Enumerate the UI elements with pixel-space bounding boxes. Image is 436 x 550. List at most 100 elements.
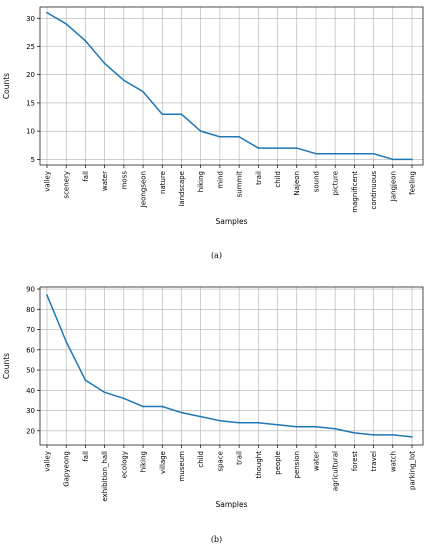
- chart-a: valley scenery fall water moss Jeongseon natur…: [2, 6, 424, 260]
- y-tick-label: 25: [26, 43, 35, 51]
- data-point: [65, 23, 68, 25]
- x-tick-label: travel: [370, 451, 378, 471]
- plot-frame: [39, 286, 424, 446]
- x-tick-label: water: [101, 171, 109, 191]
- x-tick-label: water: [312, 451, 320, 471]
- x-tick-label: Jeongseon: [140, 171, 148, 208]
- y-tick-label: 70: [26, 326, 35, 334]
- x-tick-label: forest: [351, 451, 359, 471]
- y-axis-title: Counts: [2, 353, 11, 379]
- data-point: [411, 436, 413, 438]
- data-point: [257, 147, 260, 149]
- data-point: [123, 397, 125, 400]
- x-tick-label: magnificent: [351, 171, 359, 213]
- x-tick-label: hiking: [197, 171, 205, 192]
- x-tick-label: space: [216, 451, 224, 472]
- x-tick-label: child: [197, 451, 205, 468]
- plot-frame: [39, 6, 424, 166]
- x-tick-label: mind: [216, 171, 224, 189]
- y-tick-label: 20: [26, 427, 35, 435]
- x-tick-label: nature: [159, 171, 167, 194]
- data-point: [315, 152, 317, 155]
- data-point: [180, 113, 183, 116]
- y-tick-label: 15: [26, 99, 35, 107]
- x-tick-label: Jangjeon: [389, 171, 397, 202]
- data-point: [334, 427, 336, 430]
- data-point: [199, 130, 202, 132]
- x-tick-label: scenery: [63, 171, 71, 199]
- data-point: [353, 152, 356, 155]
- x-tick-label: sound: [312, 171, 320, 192]
- data-point: [65, 340, 68, 343]
- series-line: [46, 11, 412, 161]
- data-point: [84, 40, 87, 42]
- data-point: [315, 425, 317, 428]
- x-tick-label: continuous: [370, 171, 378, 210]
- data-point: [103, 391, 106, 394]
- y-tick-label: 10: [26, 128, 35, 136]
- y-tick-label: 60: [26, 346, 35, 354]
- x-tick-label: trail: [236, 451, 244, 465]
- y-axis-title: Counts: [2, 73, 11, 99]
- x-tick-label: agricultural: [332, 451, 340, 491]
- x-tick-label: valley: [44, 451, 52, 472]
- data-point: [219, 135, 221, 138]
- data-point: [161, 405, 164, 408]
- data-point: [142, 90, 144, 93]
- data-point: [391, 158, 394, 161]
- y-tick-label: 20: [26, 71, 35, 79]
- data-point: [238, 421, 240, 424]
- x-tick-label: exhibition_hall: [101, 451, 109, 502]
- data-point: [353, 432, 356, 434]
- y-tick-label: 90: [26, 286, 35, 294]
- x-tick-label: Najeon: [293, 171, 301, 196]
- x-tick-label: landscape: [178, 171, 186, 207]
- data-point: [46, 11, 48, 14]
- data-point: [372, 434, 375, 436]
- data-point: [142, 405, 144, 408]
- x-tick-label: pension: [293, 451, 301, 479]
- x-tick-label: moss: [120, 171, 128, 190]
- chart-b: valley Gapyeong fall exhibition_hall ecology…: [2, 286, 424, 544]
- data-point: [257, 421, 260, 424]
- data-point: [295, 425, 298, 428]
- x-axis-title: Samples: [215, 500, 247, 509]
- data-point: [180, 411, 183, 414]
- data-point: [391, 434, 394, 436]
- data-point: [219, 419, 221, 422]
- data-point: [334, 152, 336, 155]
- x-tick-label: watch: [389, 451, 397, 472]
- data-point: [123, 79, 125, 82]
- x-tick-label: fall: [82, 451, 90, 462]
- data-point: [103, 62, 106, 65]
- y-tick-label: 80: [26, 306, 35, 314]
- x-tick-label: fall: [82, 171, 90, 182]
- data-point: [199, 415, 202, 418]
- x-tick-label: Gapyeong: [63, 451, 71, 487]
- x-tick-label: trail: [255, 171, 263, 185]
- data-point: [46, 294, 48, 296]
- data-point: [411, 158, 413, 161]
- y-tick-label: 5: [31, 156, 35, 164]
- data-point: [84, 379, 87, 381]
- figure-caption: (b): [211, 535, 222, 544]
- x-tick-label: thought: [255, 451, 263, 479]
- x-tick-label: child: [274, 171, 282, 188]
- x-tick-label: ecology: [120, 451, 128, 478]
- x-tick-label: summit: [236, 171, 244, 198]
- x-axis-title: Samples: [215, 217, 247, 226]
- x-tick-label: valley: [44, 171, 52, 192]
- data-point: [276, 147, 279, 149]
- data-point: [238, 135, 240, 138]
- y-tick-label: 30: [26, 407, 35, 415]
- x-tick-label: parking_lot: [409, 451, 417, 490]
- data-point: [161, 113, 164, 116]
- x-tick-label: feeling: [409, 171, 417, 195]
- x-tick-label: people: [274, 451, 282, 475]
- data-point: [276, 423, 279, 426]
- y-tick-label: 50: [26, 367, 35, 375]
- figure-caption: (a): [211, 251, 222, 260]
- x-tick-label: hiking: [140, 451, 148, 472]
- y-tick-label: 40: [26, 387, 35, 395]
